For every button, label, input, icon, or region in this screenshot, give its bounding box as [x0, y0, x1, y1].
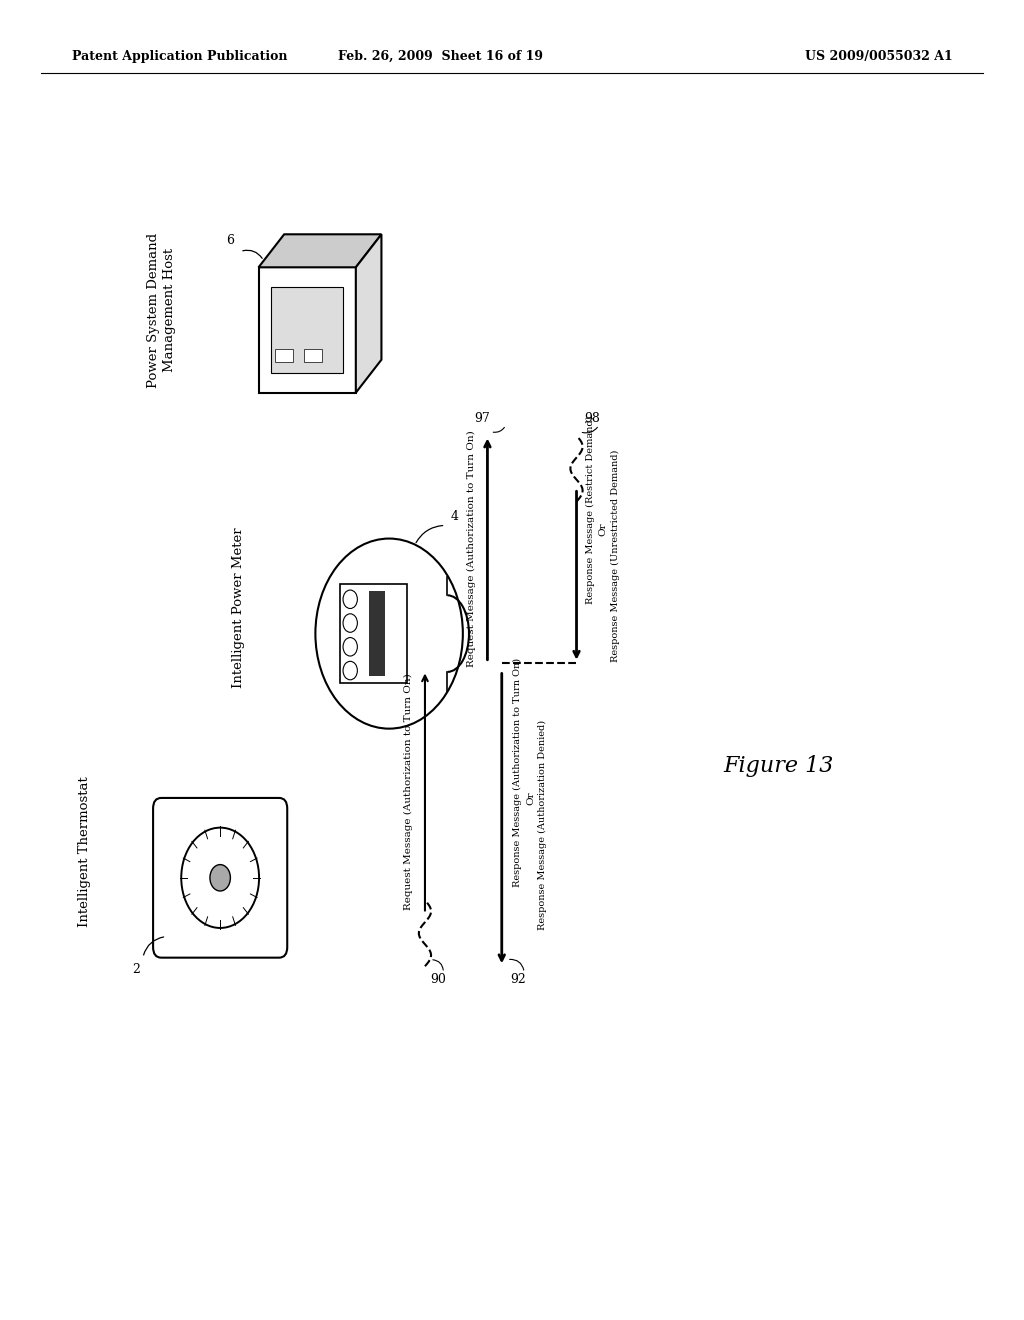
Circle shape — [343, 614, 357, 632]
Text: Request Message (Authorization to Turn On): Request Message (Authorization to Turn O… — [467, 430, 475, 668]
Text: Response Message (Authorization Denied): Response Message (Authorization Denied) — [539, 719, 547, 931]
Circle shape — [343, 590, 357, 609]
Circle shape — [343, 638, 357, 656]
Circle shape — [315, 539, 463, 729]
Text: 90: 90 — [430, 973, 446, 986]
Polygon shape — [258, 235, 381, 267]
Text: 97: 97 — [474, 412, 490, 425]
Text: Or: Or — [526, 792, 535, 805]
Text: 98: 98 — [585, 412, 601, 425]
Circle shape — [343, 661, 357, 680]
Text: Power System Demand
Management Host: Power System Demand Management Host — [146, 232, 176, 388]
Text: Intelligent Power Meter: Intelligent Power Meter — [232, 527, 245, 688]
Bar — [274, 348, 294, 362]
Text: Intelligent Thermostat: Intelligent Thermostat — [78, 776, 91, 927]
FancyBboxPatch shape — [154, 797, 287, 958]
Polygon shape — [356, 235, 381, 393]
Text: Response Message (Unrestricted Demand): Response Message (Unrestricted Demand) — [611, 450, 620, 661]
Bar — [340, 583, 407, 682]
Text: 6: 6 — [226, 235, 233, 248]
Bar — [304, 348, 323, 362]
Bar — [258, 267, 356, 393]
Text: Response Message (Restrict Demand): Response Message (Restrict Demand) — [587, 416, 595, 603]
Text: Figure 13: Figure 13 — [723, 755, 834, 776]
Text: Response Message (Authorization to Turn On): Response Message (Authorization to Turn … — [513, 657, 521, 887]
Circle shape — [181, 828, 259, 928]
Text: 4: 4 — [451, 510, 459, 523]
Text: Feb. 26, 2009  Sheet 16 of 19: Feb. 26, 2009 Sheet 16 of 19 — [338, 50, 543, 63]
Text: US 2009/0055032 A1: US 2009/0055032 A1 — [805, 50, 952, 63]
Text: Request Message (Authorization to Turn On): Request Message (Authorization to Turn O… — [404, 673, 413, 911]
Circle shape — [210, 865, 230, 891]
Text: Or: Or — [599, 523, 607, 536]
Text: Patent Application Publication: Patent Application Publication — [72, 50, 287, 63]
Bar — [270, 288, 342, 372]
Text: 2: 2 — [132, 964, 139, 975]
Bar — [369, 590, 385, 676]
Text: 92: 92 — [510, 973, 525, 986]
